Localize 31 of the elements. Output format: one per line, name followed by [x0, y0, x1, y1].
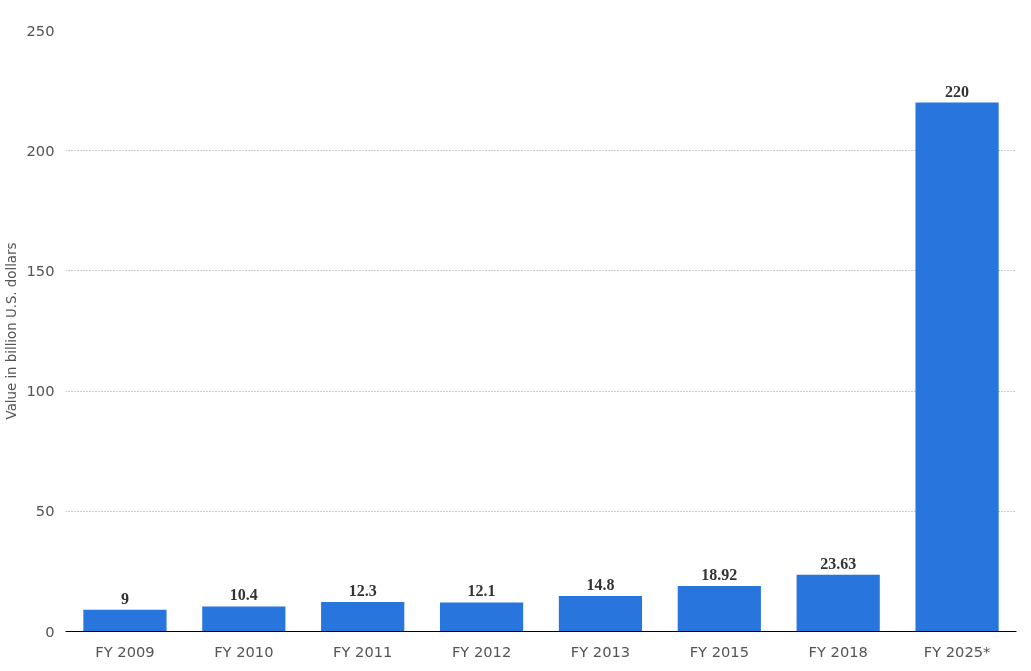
x-tick-label: FY 2011: [333, 642, 393, 660]
bar: [677, 586, 761, 632]
x-tick-label: FY 2025*: [923, 642, 991, 660]
data-label: 10.4: [229, 586, 258, 604]
y-tick-label: 200: [26, 141, 55, 159]
x-tick-label: FY 2013: [570, 642, 631, 660]
x-tick-label: FY 2009: [95, 642, 155, 660]
data-label: 9: [120, 589, 129, 607]
y-tick-label: 250: [26, 21, 55, 39]
y-tick-label: 100: [26, 382, 55, 400]
bar: [321, 601, 405, 632]
bar: [796, 574, 880, 632]
data-label: 12.3: [348, 581, 377, 599]
x-tick-label: FY 2018: [808, 642, 868, 660]
data-label: 220: [945, 82, 970, 100]
bar: [202, 606, 286, 632]
x-tick-label: FY 2012: [451, 642, 512, 660]
y-axis-title: Value in billion U.S. dollars: [3, 242, 19, 420]
data-label: 18.92: [701, 566, 738, 584]
bar: [915, 102, 999, 632]
y-tick-label: 150: [26, 261, 55, 279]
y-tick-label: 50: [35, 502, 55, 520]
bar: [439, 602, 524, 632]
bar: [83, 609, 167, 632]
data-label: 12.1: [467, 582, 496, 600]
bar: [558, 595, 643, 632]
x-tick-label: FY 2015: [689, 642, 749, 660]
data-label: 14.8: [586, 575, 615, 593]
data-label: 23.63: [820, 554, 857, 572]
y-tick-label: 0: [45, 622, 55, 640]
x-tick-label: FY 2010: [214, 642, 274, 660]
